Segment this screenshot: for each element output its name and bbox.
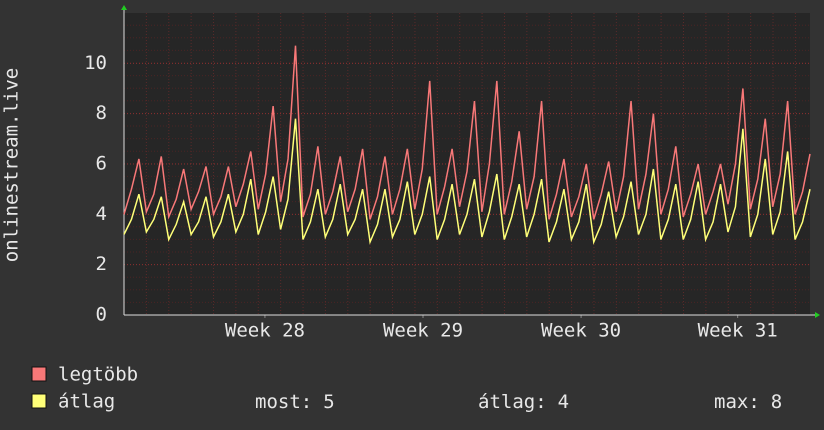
x-tick-label: Week 28 (225, 320, 305, 342)
stat-label: most: (255, 391, 312, 413)
stat-value: 5 (323, 391, 334, 413)
series-line (123, 45, 811, 220)
x-tick-label: Week 30 (541, 320, 621, 342)
stat-value: 4 (558, 391, 569, 413)
series-line (123, 118, 811, 245)
legend-label: átlag (58, 391, 115, 413)
y-axis-label: onlinestream.live (1, 68, 23, 262)
axis-arrow (815, 312, 820, 318)
y-tick-label: 4 (96, 203, 107, 225)
y-tick-label: 0 (96, 304, 107, 326)
stat-label: max: (714, 391, 760, 413)
x-tick-label: Week 29 (383, 320, 463, 342)
stat: max: 8 (714, 391, 782, 413)
stat: átlag: 4 (478, 391, 569, 413)
stat: most: 5 (255, 391, 335, 413)
axis-arrow (121, 5, 127, 10)
stat-label: átlag: (478, 391, 547, 413)
stat-value: 8 (771, 391, 782, 413)
x-tick-label: Week 31 (698, 320, 778, 342)
y-tick-label: 2 (96, 253, 107, 275)
legend-swatch (31, 366, 47, 382)
y-tick-label: 8 (96, 102, 107, 124)
y-tick-label: 6 (96, 153, 107, 175)
legend-swatch (31, 393, 47, 409)
legend-label: legtöbb (58, 364, 138, 386)
y-tick-label: 10 (84, 52, 107, 74)
